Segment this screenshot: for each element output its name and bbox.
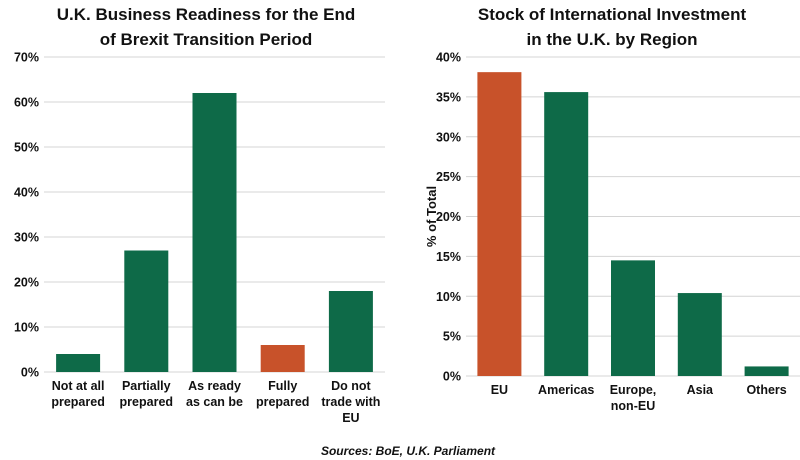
bar — [56, 354, 101, 372]
x-category-label: Fully — [268, 379, 297, 393]
y-tick-label: 60% — [14, 96, 39, 110]
bar — [744, 366, 789, 376]
y-tick-label: 30% — [14, 231, 39, 245]
y-tick-label: 10% — [14, 321, 39, 335]
y-tick-label: 20% — [436, 210, 461, 224]
x-category-label: as can be — [186, 395, 243, 409]
x-category-label: Asia — [687, 383, 714, 397]
y-tick-label: 10% — [436, 290, 461, 304]
x-category-label: Europe, — [610, 383, 657, 397]
y-tick-label: 5% — [443, 330, 461, 344]
y-tick-label: 30% — [436, 130, 461, 144]
source-note: Sources: BoE, U.K. Parliament — [321, 444, 496, 458]
x-category-label: non-EU — [611, 399, 655, 413]
y-tick-label: 20% — [14, 276, 39, 290]
y-axis-label: % of Total — [424, 186, 439, 247]
bar — [260, 345, 305, 372]
bar — [477, 72, 522, 376]
x-category-label: prepared — [51, 395, 105, 409]
y-tick-label: 70% — [14, 51, 39, 65]
chart-title-line: in the U.K. by Region — [527, 30, 698, 49]
y-tick-label: 50% — [14, 141, 39, 155]
bar — [677, 293, 722, 376]
x-category-label: As ready — [188, 379, 241, 393]
y-tick-label: 40% — [436, 51, 461, 65]
y-tick-label: 25% — [436, 170, 461, 184]
bar — [611, 260, 655, 376]
x-category-label: EU — [491, 383, 508, 397]
chart-title-line: U.K. Business Readiness for the End — [57, 5, 356, 24]
bar — [544, 92, 589, 376]
investment-chart: Stock of International Investment in the … — [424, 5, 800, 413]
x-category-label: prepared — [256, 395, 310, 409]
x-category-label: Do not — [331, 379, 371, 393]
x-category-label: Others — [746, 383, 786, 397]
readiness-chart: U.K. Business Readiness for the End of Br… — [14, 5, 385, 425]
x-category-label: trade with — [321, 395, 380, 409]
bar — [192, 93, 237, 372]
x-category-label: Partially — [122, 379, 171, 393]
bar — [328, 291, 373, 372]
chart-title-line: Stock of International Investment — [478, 5, 747, 24]
y-tick-label: 0% — [21, 366, 39, 380]
x-category-label: Not at all — [52, 379, 105, 393]
bar — [124, 250, 169, 372]
x-category-label: EU — [342, 411, 359, 425]
y-tick-label: 35% — [436, 90, 461, 104]
y-tick-label: 0% — [443, 370, 461, 384]
chart-title-line: of Brexit Transition Period — [100, 30, 313, 49]
x-category-label: prepared — [120, 395, 174, 409]
y-tick-label: 40% — [14, 186, 39, 200]
x-category-label: Americas — [538, 383, 594, 397]
y-tick-label: 15% — [436, 250, 461, 264]
